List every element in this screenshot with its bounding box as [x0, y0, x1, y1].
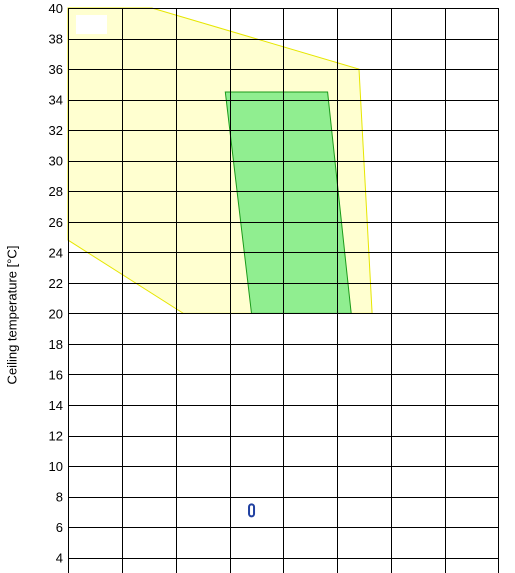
y-tick-label-32: 32	[49, 123, 63, 138]
y-tick-label-6: 6	[56, 520, 63, 535]
y-tick-label-22: 22	[49, 276, 63, 291]
y-tick-label-38: 38	[49, 32, 63, 47]
y-tick-label-10: 10	[49, 459, 63, 474]
legend-box	[76, 15, 107, 34]
y-tick-labels: 4 6 8 10 12 14 16 18 20 22 24 26 28 30 32 34 36 38 40	[49, 1, 63, 566]
y-tick-label-12: 12	[49, 429, 63, 444]
y-tick-label-16: 16	[49, 367, 63, 382]
y-tick-label-20: 20	[49, 306, 63, 321]
y-tick-label-26: 26	[49, 215, 63, 230]
y-tick-label-4: 4	[56, 551, 63, 566]
y-tick-label-34: 34	[49, 93, 63, 108]
y-tick-label-40: 40	[49, 1, 63, 16]
vertical-gridlines	[68, 8, 499, 573]
y-tick-label-18: 18	[49, 337, 63, 352]
y-tick-label-28: 28	[49, 184, 63, 199]
y-tick-label-30: 30	[49, 154, 63, 169]
data-point-0	[248, 503, 256, 518]
y-tick-label-36: 36	[49, 62, 63, 77]
y-tick-label-24: 24	[49, 245, 63, 260]
y-tick-label-8: 8	[56, 490, 63, 505]
y-tick-label-14: 14	[49, 398, 63, 413]
